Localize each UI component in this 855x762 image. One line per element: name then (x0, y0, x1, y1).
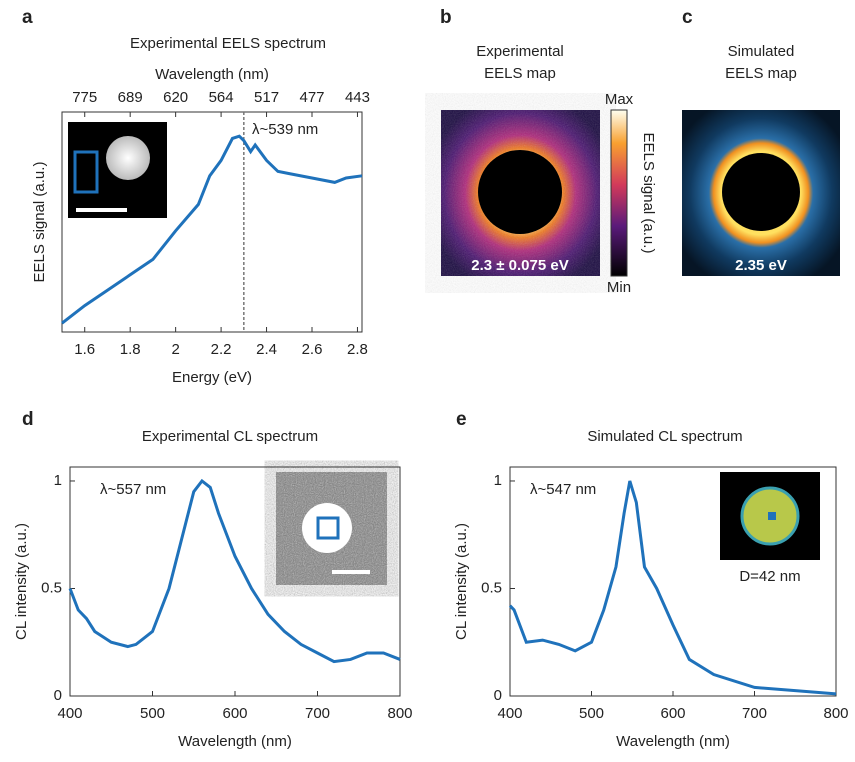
chart-title: Experimental EELS spectrum (130, 35, 326, 52)
y-axis-label: EELS signal (a.u.) (31, 162, 48, 283)
maps (441, 109, 840, 277)
particle (302, 503, 352, 553)
annotation: λ~557 nm (100, 481, 166, 498)
scale-bar (76, 208, 127, 212)
x-tick-label: 700 (305, 705, 330, 722)
x-tick-label: 600 (660, 705, 685, 722)
colorbar-label: EELS signal (a.u.) (640, 133, 657, 254)
roi (73, 150, 99, 194)
map-title: EELS map (725, 65, 797, 82)
y-tick-label: 0 (54, 687, 62, 704)
x-axis-label: Wavelength (nm) (616, 733, 730, 750)
panel-letter: a (22, 7, 33, 28)
source (768, 512, 776, 520)
map-title: Experimental (476, 43, 564, 60)
x-tick-label: 400 (497, 705, 522, 722)
y-tick-label: 1 (494, 472, 502, 489)
panel-letter: b (440, 7, 452, 28)
map-energy: 2.35 eV (735, 257, 787, 274)
x-tick-label: 1.6 (74, 341, 95, 358)
data-line (61, 134, 363, 325)
x-tick-label: 1.8 (120, 341, 141, 358)
x2-tick-label: 443 (345, 89, 370, 106)
panel-letter: d (22, 409, 34, 430)
x-tick-label: 800 (823, 705, 848, 722)
x-tick-label: 2.8 (347, 341, 368, 358)
x-axis-label: Energy (eV) (172, 369, 252, 386)
x2-tick-label: 517 (254, 89, 279, 106)
x-tick-label: 400 (57, 705, 82, 722)
colorbar-min: Min (607, 279, 631, 296)
x-tick-label: 700 (742, 705, 767, 722)
x-tick-label: 2 (171, 341, 179, 358)
x-tick-label: 2.4 (256, 341, 277, 358)
inset-label: D=42 nm (739, 568, 800, 585)
plot-frame (69, 466, 401, 697)
map-core (722, 153, 800, 231)
chart-title: Simulated CL spectrum (587, 428, 742, 445)
scale-bar (332, 570, 370, 574)
x-tick-label: 800 (387, 705, 412, 722)
data-line (68, 478, 401, 664)
plot-frame (509, 466, 837, 697)
x2-tick-label: 689 (118, 89, 143, 106)
x2-tick-label: 477 (299, 89, 324, 106)
y-tick-label: 0 (494, 687, 502, 704)
x-tick-label: 600 (222, 705, 247, 722)
y-tick-label: 0.5 (481, 579, 502, 596)
map-title: Simulated (728, 43, 795, 60)
particle (106, 136, 150, 180)
chart-title: Experimental CL spectrum (142, 428, 318, 445)
x2-tick-label: 775 (72, 89, 97, 106)
panel-letter: c (682, 7, 693, 28)
x-tick-label: 2.2 (211, 341, 232, 358)
map-title: EELS map (484, 65, 556, 82)
colorbar (610, 109, 628, 277)
map-core (478, 150, 562, 234)
x2-tick-label: 620 (163, 89, 188, 106)
colorbar-max: Max (605, 91, 634, 108)
x2-axis-label: Wavelength (nm) (155, 66, 269, 83)
insets (68, 122, 820, 585)
roi (316, 516, 340, 540)
annotation: λ~547 nm (530, 481, 596, 498)
x-axis-label: Wavelength (nm) (178, 733, 292, 750)
x-tick-label: 500 (140, 705, 165, 722)
data-line (508, 480, 837, 696)
y-tick-label: 0.5 (41, 579, 62, 596)
x2-tick-label: 564 (209, 89, 234, 106)
x-tick-label: 2.6 (302, 341, 323, 358)
panel-letter: e (456, 409, 467, 430)
plot-frame (61, 111, 363, 333)
y-axis-label: CL intensity (a.u.) (13, 523, 30, 640)
annotation: λ~539 nm (252, 121, 318, 138)
y-tick-label: 1 (54, 472, 62, 489)
x-tick-label: 500 (579, 705, 604, 722)
y-axis-label: CL intensity (a.u.) (453, 523, 470, 640)
map-energy: 2.3 ± 0.075 eV (471, 257, 568, 274)
